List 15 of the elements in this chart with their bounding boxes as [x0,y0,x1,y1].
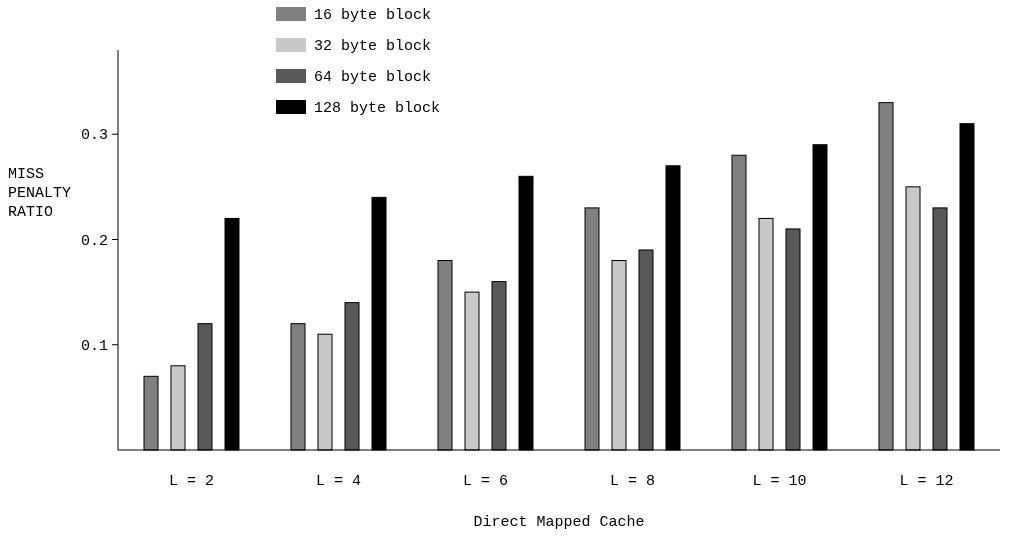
x-tick-label: L = 4 [315,473,362,490]
x-tick-label: L = 12 [899,473,954,490]
legend-label: 64 byte block [314,69,432,87]
x-axis-title: Direct Mapped Cache [473,514,645,531]
y-tick-label: 0.2 [80,232,108,250]
x-tick-label: L = 2 [168,473,215,490]
legend-label: 32 byte block [314,38,432,56]
y-tick-label: 0.3 [80,127,108,145]
x-tick-label: L = 10 [752,473,807,490]
x-tick-label: L = 8 [609,473,656,490]
legend-label: 16 byte block [314,7,432,25]
y-axis-title: MISS PENALTY RATIO [8,166,72,221]
x-tick-label: L = 6 [462,473,509,490]
y-tick-label: 0.1 [80,337,108,355]
legend-label: 128 byte block [314,100,441,118]
